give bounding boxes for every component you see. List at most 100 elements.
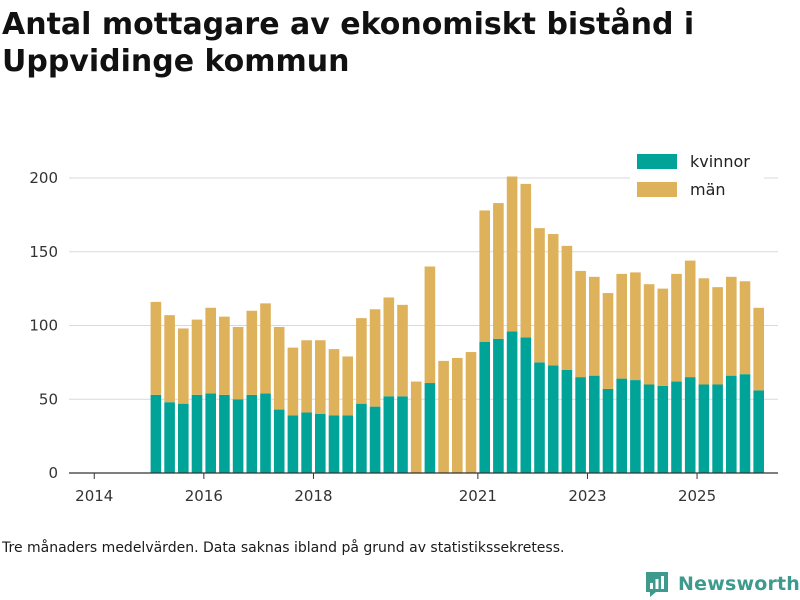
bar-kvinnor — [273, 409, 285, 473]
bar-kvinnor — [383, 396, 395, 473]
bar-kvinnor — [397, 396, 408, 473]
bar-kvinnor — [547, 365, 559, 473]
legend-label: kvinnor — [690, 152, 750, 171]
bar-man — [575, 270, 586, 378]
legend: kvinnor män — [630, 150, 764, 204]
bars — [150, 176, 764, 473]
bar-kvinnor — [219, 394, 230, 473]
bar-man — [205, 307, 216, 394]
bar-man — [630, 272, 641, 381]
bar-kvinnor — [191, 394, 203, 473]
bar-kvinnor — [424, 383, 436, 473]
bar-man — [383, 297, 395, 397]
legend-swatch — [637, 154, 677, 169]
legend-swatch — [637, 182, 677, 197]
bar-man — [534, 228, 545, 363]
legend-label: män — [690, 180, 726, 199]
bar-kvinnor — [493, 338, 504, 473]
bar-kvinnor — [287, 415, 299, 473]
bar-man — [712, 287, 723, 385]
bar-man — [671, 273, 682, 382]
y-tick-label: 50 — [39, 390, 58, 408]
bar-man — [452, 357, 463, 473]
bar-kvinnor — [534, 362, 545, 473]
x-tick-label: 2023 — [568, 487, 606, 505]
bar-kvinnor — [753, 390, 764, 473]
bar-man — [684, 260, 696, 378]
y-tick-label: 100 — [29, 317, 58, 335]
bar-kvinnor — [739, 374, 751, 473]
bar-man — [150, 301, 162, 395]
footnote: Tre månaders medelvärden. Data saknas ib… — [2, 540, 565, 556]
bar-man — [287, 347, 299, 416]
bar-man — [273, 326, 285, 410]
x-tick-label: 2018 — [294, 487, 332, 505]
bar-man — [424, 266, 436, 384]
bar-man — [643, 284, 655, 385]
bar-man — [465, 352, 477, 473]
bar-man — [246, 310, 258, 395]
bar-kvinnor — [684, 377, 696, 473]
bar-kvinnor — [506, 331, 518, 473]
bar-kvinnor — [726, 375, 737, 473]
y-tick-label: 0 — [48, 464, 58, 482]
x-tick-label: 2025 — [678, 487, 716, 505]
bar-man — [342, 356, 353, 416]
bar-kvinnor — [479, 341, 490, 473]
bar-kvinnor — [575, 377, 586, 473]
bar-man — [438, 360, 449, 473]
bar-kvinnor — [561, 369, 573, 473]
bar-kvinnor — [164, 402, 175, 473]
bar-man — [726, 276, 737, 376]
bar-man — [616, 273, 627, 379]
axes: 0 50 100 150 200 2014 2016 2018 2021 2023 2025 — [29, 169, 778, 505]
bar-man — [589, 276, 600, 376]
bar-man — [178, 328, 189, 404]
bar-man — [328, 349, 340, 416]
bar-man — [219, 316, 230, 395]
bar-man — [301, 340, 312, 413]
y-tick-label: 150 — [29, 243, 58, 261]
bar-kvinnor — [232, 399, 244, 473]
y-tick-label: 200 — [29, 169, 58, 187]
chart-logo-icon — [646, 572, 668, 597]
bar-kvinnor — [698, 384, 710, 473]
bar-man — [547, 234, 559, 366]
bar-man — [410, 381, 422, 473]
bar-man — [479, 210, 490, 342]
x-tick-label: 2016 — [185, 487, 223, 505]
bar-man — [561, 245, 573, 370]
x-tick-label: 2014 — [75, 487, 113, 505]
bar-kvinnor — [657, 385, 669, 473]
bar-kvinnor — [356, 403, 367, 473]
bar-man — [520, 183, 532, 338]
bar-man — [191, 319, 203, 395]
x-tick-label: 2021 — [459, 487, 497, 505]
bar-kvinnor — [671, 381, 682, 473]
bar-man — [739, 281, 751, 375]
bar-kvinnor — [342, 415, 353, 473]
bar-man — [356, 318, 367, 404]
bar-man — [260, 303, 271, 394]
bar-man — [753, 307, 764, 391]
bar-kvinnor — [246, 394, 258, 473]
bar-man — [315, 340, 326, 414]
bar-kvinnor — [328, 415, 340, 473]
bar-man — [602, 293, 614, 389]
bar-kvinnor — [520, 337, 532, 473]
bar-man — [232, 326, 244, 400]
bar-kvinnor — [616, 378, 627, 473]
bar-kvinnor — [602, 388, 614, 473]
bar-kvinnor — [150, 394, 162, 473]
page-title: Antal mottagare av ekonomiskt bistånd i … — [2, 7, 695, 79]
bar-kvinnor — [369, 406, 381, 473]
bar-kvinnor — [178, 403, 189, 473]
bar-man — [698, 278, 710, 385]
bar-man — [493, 203, 504, 339]
bar-man — [506, 176, 518, 332]
bar-man — [397, 304, 408, 397]
bar-kvinnor — [301, 412, 312, 473]
bar-kvinnor — [589, 375, 600, 473]
newsworthy-logo[interactable]: Newsworthy — [644, 570, 800, 598]
